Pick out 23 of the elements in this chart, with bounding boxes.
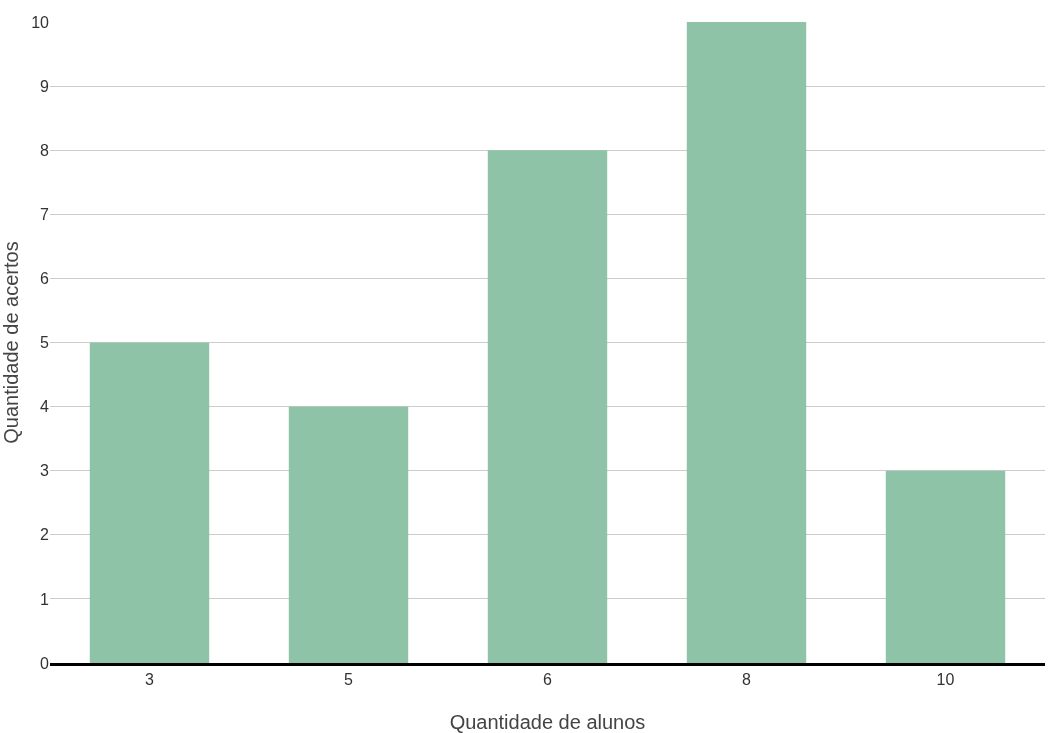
bar [89, 342, 210, 663]
x-tick-label: 8 [742, 671, 752, 689]
y-axis-title: Quantidade de acertos [0, 241, 22, 444]
y-tick-label: 8 [40, 141, 50, 159]
y-tick-label: 3 [40, 462, 50, 480]
y-tick-label: 9 [40, 77, 50, 95]
x-tick-label: 5 [344, 671, 354, 689]
x-tick-label: 10 [936, 671, 955, 689]
bar [885, 470, 1006, 663]
bar [288, 406, 409, 663]
y-tick-label: 10 [31, 13, 50, 31]
y-tick-label: 5 [40, 334, 50, 352]
x-tick-label: 3 [145, 671, 155, 689]
y-tick-label: 4 [40, 398, 50, 416]
x-axis-title: Quantidade de alunos [449, 711, 646, 733]
y-tick-label: 7 [40, 205, 50, 223]
y-tick-label: 6 [40, 270, 50, 287]
y-tick-label: 0 [40, 654, 50, 672]
bar [487, 150, 608, 663]
y-tick-label: 1 [40, 590, 50, 608]
x-tick-label: 6 [543, 671, 553, 689]
y-tick-label: 2 [40, 526, 50, 544]
bar [686, 22, 807, 663]
